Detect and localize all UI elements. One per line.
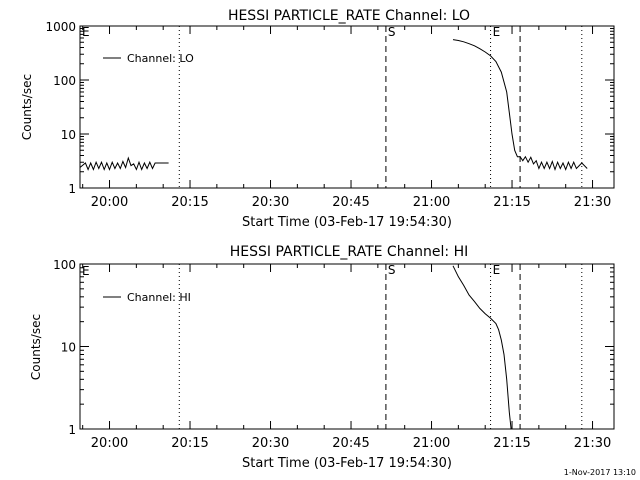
x-tick-label: 21:00 (413, 195, 450, 210)
x-tick-label: 20:45 (332, 436, 369, 451)
chart-title: HESSI PARTICLE_RATE Channel: LO (228, 8, 470, 24)
x-tick-label: 21:30 (574, 195, 611, 210)
corner-marker-label: E (82, 25, 90, 39)
x-tick-label: 20:30 (252, 436, 289, 451)
legend: Channel: LO (103, 52, 194, 65)
event-marker-label: S (388, 263, 396, 277)
x-tick-label: 20:00 (91, 436, 128, 451)
chart-panel-hi: HESSI PARTICLE_RATE Channel: HI 1 10 100 2… (29, 244, 615, 471)
series-line (452, 39, 588, 172)
corner-marker-label: E (82, 264, 90, 278)
y-tick-label: 100 (53, 258, 76, 272)
y-axis-label: Counts/sec (20, 74, 34, 140)
y-tick-label: 1 (68, 182, 76, 196)
footer-timestamp: 1-Nov-2017 13:10 (564, 468, 636, 477)
x-axis-label: Start Time (03-Feb-17 19:54:30) (242, 215, 452, 230)
x-axis-label: Start Time (03-Feb-17 19:54:30) (242, 456, 452, 471)
legend: Channel: HI (103, 291, 191, 304)
x-tick-label: 20:45 (332, 195, 369, 210)
x-tick-label: 21:00 (413, 436, 450, 451)
y-axis-label: Counts/sec (29, 314, 43, 380)
x-tick-label: 21:15 (493, 436, 530, 451)
series-line (79, 156, 169, 171)
y-tick-label: 1 (68, 423, 76, 437)
x-tick-label: 20:30 (252, 195, 289, 210)
plot-frame (79, 263, 615, 430)
x-tick-label: 20:15 (171, 436, 208, 451)
x-tick-label: 20:15 (171, 195, 208, 210)
plot-frame (79, 25, 615, 189)
y-tick-label: 1000 (45, 20, 76, 34)
chart-panel-lo: HESSI PARTICLE_RATE Channel: LO 1 10 100 10… (20, 8, 615, 230)
legend-label: Channel: HI (127, 291, 191, 304)
x-tick-label: 21:15 (493, 195, 530, 210)
x-tick-label: 20:00 (91, 195, 128, 210)
series-line (452, 265, 512, 430)
event-marker-label: E (493, 25, 501, 39)
event-marker-label: S (388, 25, 396, 39)
chart-title: HESSI PARTICLE_RATE Channel: HI (230, 244, 468, 260)
y-tick-label: 10 (61, 341, 76, 355)
legend-label: Channel: LO (127, 52, 194, 65)
y-tick-label: 10 (61, 128, 76, 142)
x-tick-label: 21:30 (574, 436, 611, 451)
y-tick-label: 100 (53, 74, 76, 88)
event-marker-label: E (493, 263, 501, 277)
